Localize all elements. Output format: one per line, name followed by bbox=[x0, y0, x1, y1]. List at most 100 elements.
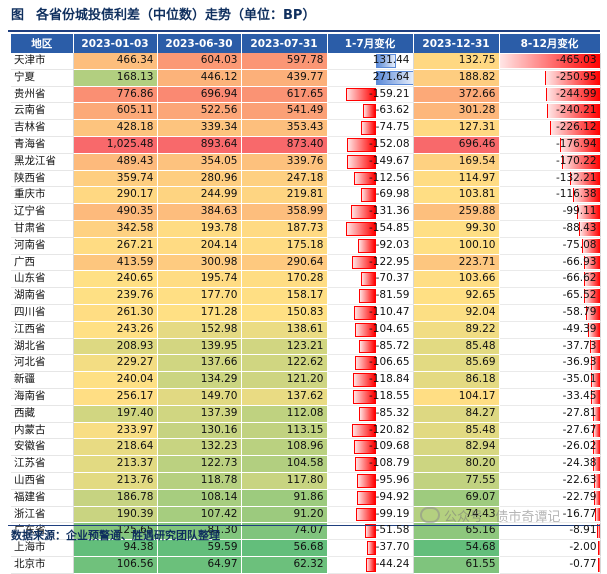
data-bar bbox=[350, 205, 376, 219]
region-cell: 海南省 bbox=[11, 388, 74, 406]
change-value: -65.52 bbox=[562, 289, 597, 302]
value-cell: 114.97 bbox=[413, 170, 500, 188]
data-bar bbox=[375, 54, 396, 68]
change-bar-cell: -24.38 bbox=[499, 455, 601, 473]
change-bar-cell: -99.11 bbox=[499, 203, 601, 221]
value-cell: 617.65 bbox=[241, 86, 328, 104]
value-cell: 92.04 bbox=[413, 304, 500, 322]
change-value: -95.96 bbox=[375, 473, 410, 486]
change-value: -176.94 bbox=[555, 137, 597, 150]
value-cell: 84.27 bbox=[413, 405, 500, 423]
change-value: 271.64 bbox=[372, 70, 410, 83]
data-bar bbox=[352, 373, 376, 387]
change-value: -109.68 bbox=[368, 440, 410, 453]
table-body: 天津市 466.34 604.03 597.78 131.44 132.75 -465.03… bbox=[11, 53, 601, 574]
table-row: 西藏 197.40 137.39 112.08 -85.32 84.27 -27.81 bbox=[11, 405, 601, 423]
table-row: 安徽省 218.64 132.23 108.96 -109.68 82.94 -26.02 bbox=[11, 438, 601, 457]
change-bar-cell: -176.94 bbox=[499, 136, 601, 154]
change-value: -36.93 bbox=[562, 356, 597, 369]
table-row: 甘肃省 342.58 193.78 187.73 -154.85 99.30 -88.43 bbox=[11, 220, 601, 238]
value-cell: 240.04 bbox=[73, 371, 158, 389]
value-cell: 244.99 bbox=[157, 186, 242, 205]
value-cell: 218.64 bbox=[73, 438, 158, 457]
value-cell: 91.86 bbox=[241, 489, 328, 507]
change-value: -0.77 bbox=[569, 557, 597, 570]
change-bar-cell: -85.72 bbox=[327, 338, 414, 356]
change-value: -66.62 bbox=[562, 272, 597, 285]
value-cell: 149.70 bbox=[157, 388, 242, 406]
value-cell: 696.94 bbox=[157, 86, 242, 104]
value-cell: 259.88 bbox=[413, 203, 500, 221]
value-cell: 541.49 bbox=[241, 102, 328, 121]
change-bar-cell: -112.56 bbox=[327, 170, 414, 188]
data-bar bbox=[584, 255, 599, 270]
value-cell: 100.10 bbox=[413, 237, 500, 255]
data-bar bbox=[592, 423, 599, 438]
value-cell: 138.61 bbox=[241, 321, 328, 339]
value-cell: 82.94 bbox=[413, 438, 500, 457]
data-bar bbox=[354, 305, 376, 320]
data-bar bbox=[352, 255, 376, 270]
value-cell: 54.68 bbox=[413, 539, 500, 557]
change-value: -27.67 bbox=[562, 423, 597, 436]
change-bar-cell: -37.73 bbox=[499, 338, 601, 356]
value-cell: 130.16 bbox=[157, 422, 242, 440]
region-cell: 山东省 bbox=[11, 270, 74, 289]
value-cell: 104.58 bbox=[241, 455, 328, 473]
table-row: 宁夏 168.13 446.12 439.77 271.64 188.82 -250.95 bbox=[11, 69, 601, 87]
value-cell: 85.48 bbox=[413, 338, 500, 356]
region-cell: 河北省 bbox=[11, 354, 74, 373]
table-row: 北京市 106.56 64.97 62.32 -44.24 61.55 -0.77 bbox=[11, 556, 601, 574]
change-bar-cell: -118.55 bbox=[327, 388, 414, 406]
region-cell: 云南省 bbox=[11, 102, 74, 121]
value-cell: 219.81 bbox=[241, 186, 328, 205]
value-cell: 239.76 bbox=[73, 287, 158, 305]
change-bar-cell: -120.82 bbox=[327, 422, 414, 440]
change-bar-cell: -33.45 bbox=[499, 388, 601, 406]
change-bar-cell: 271.64 bbox=[327, 69, 414, 87]
figure-title: 图各省份城投债利差（中位数）走势（单位：BP） bbox=[11, 4, 315, 28]
value-cell: 193.78 bbox=[157, 220, 242, 238]
region-cell: 青海省 bbox=[11, 136, 74, 154]
watermark-text: 公众号 · 债市奇谭记 bbox=[444, 510, 561, 525]
value-cell: 873.40 bbox=[241, 136, 328, 154]
change-bar-cell: -27.67 bbox=[499, 422, 601, 440]
data-bar bbox=[549, 121, 599, 135]
value-cell: 188.82 bbox=[413, 69, 500, 87]
data-bar bbox=[362, 104, 376, 119]
change-bar-cell: -74.75 bbox=[327, 119, 414, 137]
value-cell: 69.07 bbox=[413, 489, 500, 507]
table-row: 贵州省 776.86 696.94 617.65 -159.21 372.66 -244.9… bbox=[11, 86, 601, 104]
data-bar bbox=[544, 70, 599, 85]
value-cell: 168.13 bbox=[73, 69, 158, 87]
change-bar-cell: -104.65 bbox=[327, 321, 414, 339]
table-row: 浙江省 190.39 107.42 91.20 -99.19 74.43 -16.77 bbox=[11, 506, 601, 524]
value-cell: 127.31 bbox=[413, 119, 500, 137]
data-bar bbox=[345, 87, 376, 102]
change-value: -35.01 bbox=[562, 373, 597, 386]
wechat-icon bbox=[420, 507, 440, 523]
value-cell: 696.46 bbox=[413, 136, 500, 154]
region-cell: 四川省 bbox=[11, 304, 74, 322]
value-cell: 300.98 bbox=[157, 254, 242, 272]
data-bar bbox=[357, 238, 376, 253]
region-cell: 西藏 bbox=[11, 405, 74, 423]
change-bar-cell: -465.03 bbox=[499, 53, 601, 70]
change-value: -112.56 bbox=[368, 171, 410, 184]
value-cell: 89.22 bbox=[413, 321, 500, 339]
value-cell: 353.43 bbox=[241, 119, 328, 137]
region-cell: 重庆市 bbox=[11, 186, 74, 205]
data-bar bbox=[546, 104, 599, 119]
value-cell: 103.81 bbox=[413, 186, 500, 205]
change-bar-cell: -110.47 bbox=[327, 304, 414, 322]
col-header-change-8-12: 8-12月变化 bbox=[499, 34, 601, 53]
change-value: -154.85 bbox=[368, 221, 410, 234]
change-bar-cell: -8.91 bbox=[499, 522, 601, 541]
change-value: -244.99 bbox=[555, 87, 597, 100]
data-bar bbox=[347, 154, 376, 169]
change-bar-cell: -132.21 bbox=[499, 170, 601, 188]
value-cell: 62.32 bbox=[241, 556, 328, 574]
change-bar-cell: -35.01 bbox=[499, 371, 601, 389]
value-cell: 256.17 bbox=[73, 388, 158, 406]
change-bar-cell: -152.08 bbox=[327, 136, 414, 154]
